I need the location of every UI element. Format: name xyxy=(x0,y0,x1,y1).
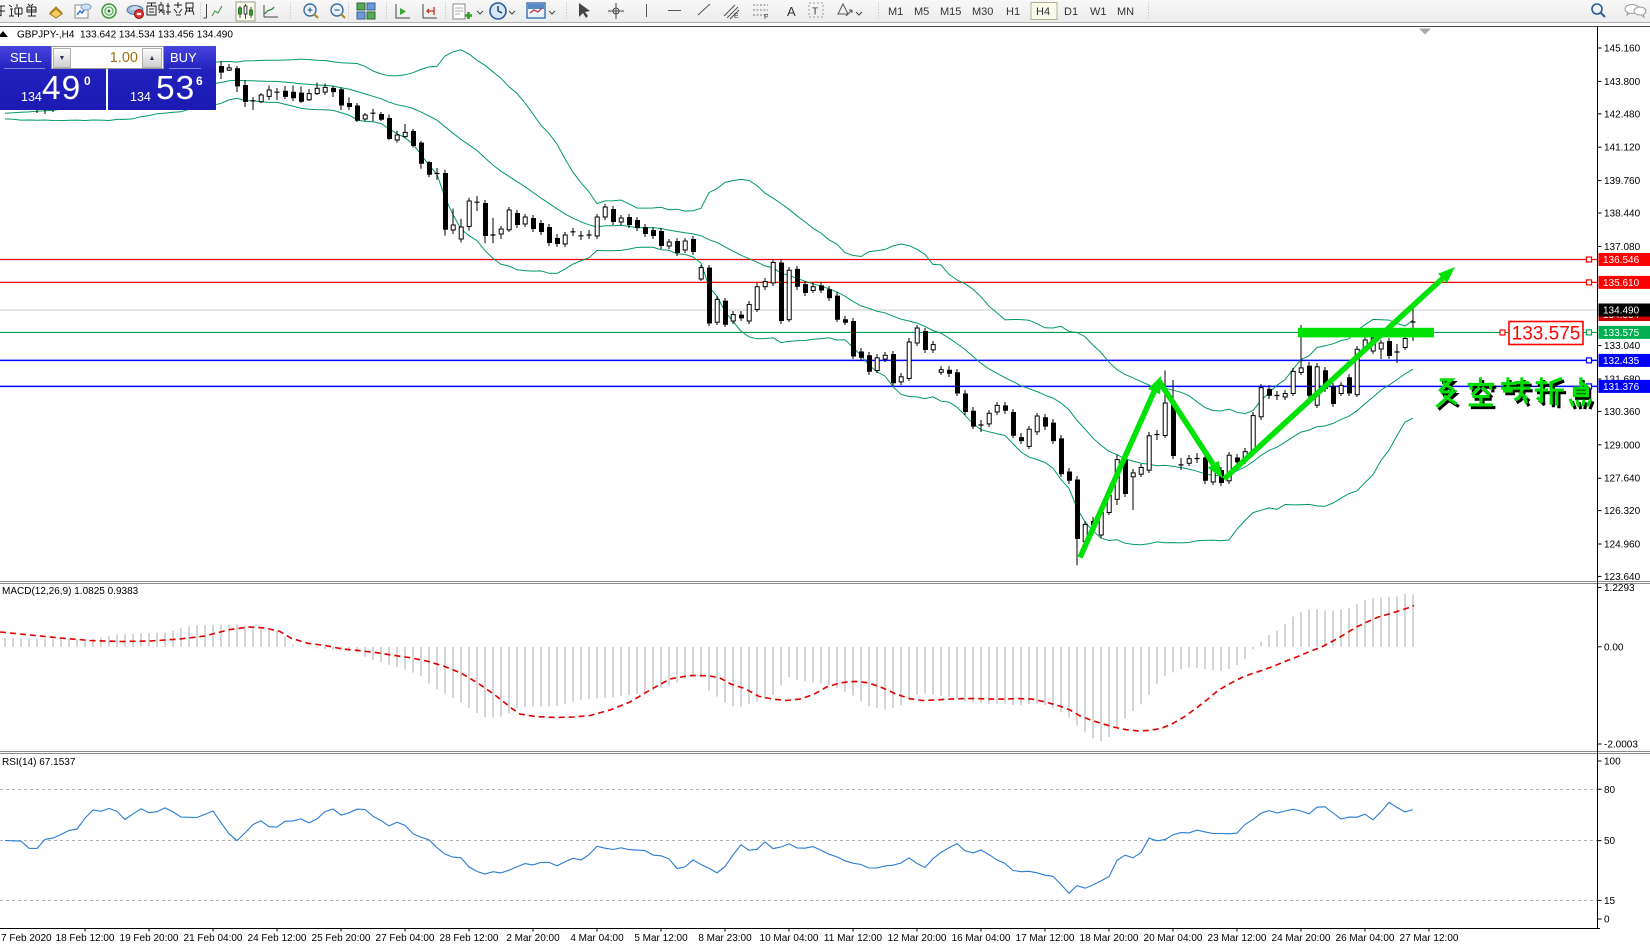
svg-text:18 Feb 12:00: 18 Feb 12:00 xyxy=(56,933,115,944)
svg-text:138.440: 138.440 xyxy=(1604,209,1641,220)
svg-text:0: 0 xyxy=(1604,915,1610,926)
svg-text:15: 15 xyxy=(1604,896,1616,907)
svg-text:12 Mar 20:00: 12 Mar 20:00 xyxy=(888,933,947,944)
svg-text:MN: MN xyxy=(1117,6,1134,18)
svg-text:H4: H4 xyxy=(1036,6,1050,18)
svg-text:M1: M1 xyxy=(888,6,903,18)
svg-text:100: 100 xyxy=(1604,757,1621,768)
svg-text:127.640: 127.640 xyxy=(1604,474,1641,485)
svg-text:RSI(14) 67.1537: RSI(14) 67.1537 xyxy=(2,757,76,768)
svg-text:139.760: 139.760 xyxy=(1604,176,1641,187)
svg-text:27 Mar 12:00: 27 Mar 12:00 xyxy=(1400,933,1459,944)
svg-text:25 Feb 20:00: 25 Feb 20:00 xyxy=(312,933,371,944)
svg-text:-2.0003: -2.0003 xyxy=(1604,740,1638,751)
svg-text:16 Mar 04:00: 16 Mar 04:00 xyxy=(952,933,1011,944)
svg-text:D1: D1 xyxy=(1064,6,1078,18)
svg-text:17 Mar 12:00: 17 Mar 12:00 xyxy=(1016,933,1075,944)
svg-text:135.610: 135.610 xyxy=(1603,278,1640,289)
svg-text:M5: M5 xyxy=(914,6,929,18)
svg-text:19 Feb 20:00: 19 Feb 20:00 xyxy=(120,933,179,944)
svg-text:E: E xyxy=(734,13,739,20)
svg-text:27 Feb 04:00: 27 Feb 04:00 xyxy=(376,933,435,944)
svg-text:11 Mar 12:00: 11 Mar 12:00 xyxy=(824,933,883,944)
svg-text:M30: M30 xyxy=(972,6,993,18)
svg-text:124.960: 124.960 xyxy=(1604,540,1641,551)
svg-text:141.120: 141.120 xyxy=(1604,143,1641,154)
svg-text:M15: M15 xyxy=(940,6,961,18)
svg-text:18 Mar 20:00: 18 Mar 20:00 xyxy=(1080,933,1139,944)
svg-text:133.575: 133.575 xyxy=(1512,324,1581,345)
svg-text:50: 50 xyxy=(1604,836,1616,847)
svg-text:T: T xyxy=(812,7,818,18)
svg-text:133.575: 133.575 xyxy=(1603,328,1640,339)
svg-text:143.800: 143.800 xyxy=(1604,77,1641,88)
svg-text:MACD(12,26,9) 1.0825 0.9383: MACD(12,26,9) 1.0825 0.9383 xyxy=(2,586,139,597)
svg-text:28 Feb 12:00: 28 Feb 12:00 xyxy=(440,933,499,944)
svg-text:4 Mar 04:00: 4 Mar 04:00 xyxy=(570,933,624,944)
svg-text:W1: W1 xyxy=(1090,6,1107,18)
svg-text:26 Mar 04:00: 26 Mar 04:00 xyxy=(1336,933,1395,944)
svg-text:GBPJPY-,H4 133.642 134.534 13: GBPJPY-,H4 133.642 134.534 133.456 134.4… xyxy=(17,30,233,41)
svg-text:137.080: 137.080 xyxy=(1604,242,1641,253)
svg-text:10 Mar 04:00: 10 Mar 04:00 xyxy=(760,933,819,944)
svg-text:24 Mar 20:00: 24 Mar 20:00 xyxy=(1272,933,1331,944)
svg-text:132.435: 132.435 xyxy=(1603,356,1640,367)
svg-text:142.480: 142.480 xyxy=(1604,109,1641,120)
svg-text:5 Mar 12:00: 5 Mar 12:00 xyxy=(634,933,688,944)
svg-text:H1: H1 xyxy=(1006,6,1020,18)
svg-text:130.360: 130.360 xyxy=(1604,407,1641,418)
svg-text:1.2293: 1.2293 xyxy=(1604,583,1635,594)
svg-text:126.320: 126.320 xyxy=(1604,506,1641,517)
svg-text:134.490: 134.490 xyxy=(1603,306,1640,317)
svg-text:0.00: 0.00 xyxy=(1604,642,1624,653)
svg-text:F: F xyxy=(764,14,768,21)
svg-text:131.376: 131.376 xyxy=(1603,382,1640,393)
svg-text:129.000: 129.000 xyxy=(1604,440,1641,451)
svg-text:A: A xyxy=(787,4,796,19)
svg-text:7 Feb 2020: 7 Feb 2020 xyxy=(1,933,52,944)
svg-text:80: 80 xyxy=(1604,785,1616,796)
svg-text:123.640: 123.640 xyxy=(1604,572,1641,583)
svg-text:133.040: 133.040 xyxy=(1604,341,1641,352)
svg-text:21 Feb 04:00: 21 Feb 04:00 xyxy=(184,933,243,944)
svg-text:136.546: 136.546 xyxy=(1603,255,1640,266)
svg-text:8 Mar 23:00: 8 Mar 23:00 xyxy=(698,933,752,944)
svg-text:2 Mar 20:00: 2 Mar 20:00 xyxy=(506,933,560,944)
svg-text:23 Mar 12:00: 23 Mar 12:00 xyxy=(1208,933,1267,944)
svg-text:20 Mar 04:00: 20 Mar 04:00 xyxy=(1144,933,1203,944)
svg-text:24 Feb 12:00: 24 Feb 12:00 xyxy=(248,933,307,944)
svg-text:145.160: 145.160 xyxy=(1604,44,1641,55)
